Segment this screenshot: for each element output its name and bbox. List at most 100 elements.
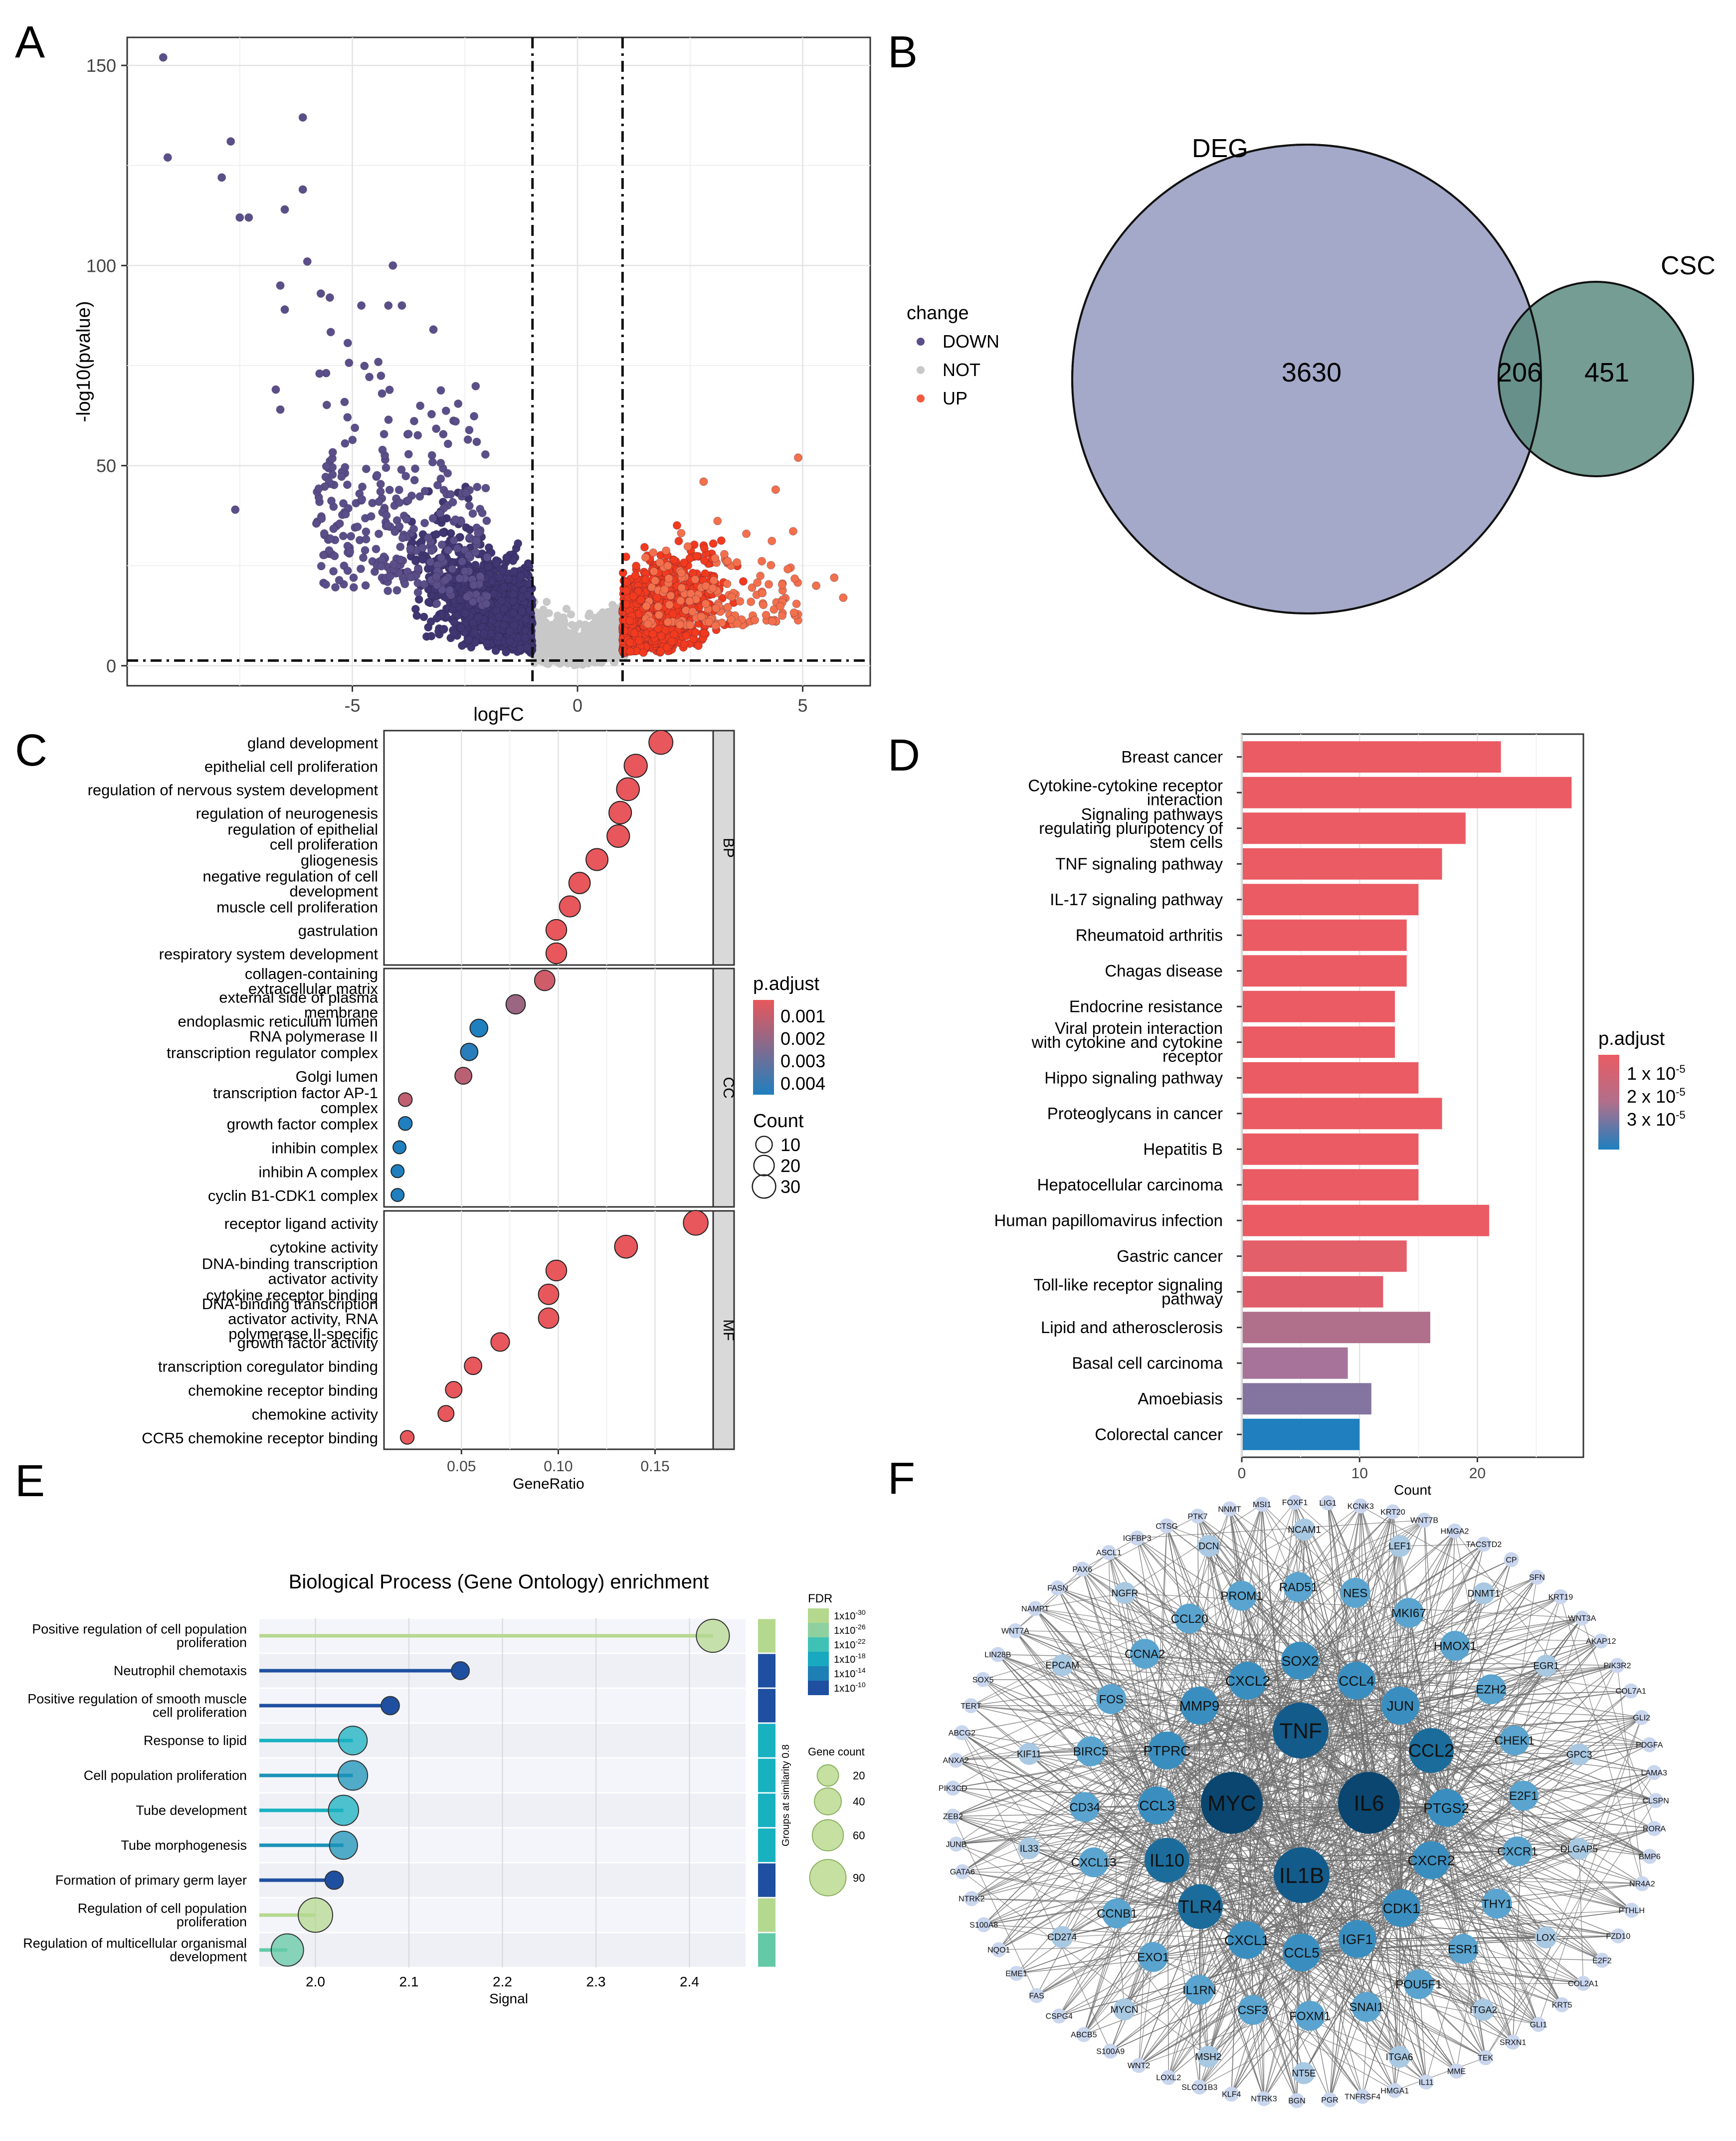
term-label: inhibin A complex [258, 1163, 378, 1180]
x-tick-label: 5 [798, 695, 808, 716]
data-point [655, 558, 664, 567]
group-cell [758, 1654, 775, 1688]
data-point [402, 515, 411, 524]
data-point [535, 651, 544, 660]
data-point [625, 616, 634, 625]
term-label: Tube development [136, 1803, 247, 1818]
data-point [682, 631, 691, 640]
data-point [385, 386, 394, 394]
term-dot [608, 800, 632, 825]
term-dot [464, 1357, 482, 1375]
data-point [709, 576, 718, 585]
legend-label: 20 [780, 1156, 800, 1176]
legend-label: 1x10-18 [834, 1652, 866, 1665]
bar [1243, 1098, 1442, 1130]
data-point [651, 576, 660, 585]
data-point [439, 625, 448, 634]
term-label: Positive regulation of cell population pr… [32, 1622, 247, 1650]
count-swatch [809, 1859, 847, 1897]
data-point [794, 453, 803, 462]
data-point [276, 281, 285, 290]
x-tick-label: 2.2 [493, 1974, 512, 1989]
chart-title: Biological Process (Gene Ontology) enric… [289, 1571, 709, 1593]
data-point [712, 604, 721, 613]
data-point [482, 599, 491, 608]
data-point [584, 649, 592, 657]
term-dot [445, 1381, 463, 1398]
data-point [505, 627, 514, 636]
data-point [343, 566, 352, 575]
data-point [446, 490, 455, 499]
data-point [448, 565, 457, 574]
data-point [443, 469, 452, 478]
data-point [377, 562, 386, 571]
data-point [471, 382, 480, 390]
panel-label-d: D [888, 731, 920, 780]
data-point [439, 430, 448, 439]
legend-title: change [907, 303, 969, 324]
data-point [462, 488, 471, 497]
data-point [783, 565, 792, 574]
data-point [345, 359, 354, 367]
data-point [700, 629, 709, 638]
color-bar [753, 1000, 774, 1095]
data-point [435, 509, 444, 518]
legend-title: Gene count [808, 1746, 865, 1758]
data-point [409, 416, 418, 425]
data-point [568, 637, 577, 645]
data-point [753, 578, 762, 587]
data-point [660, 585, 669, 594]
count-swatch [814, 1787, 842, 1815]
data-point [723, 557, 732, 566]
data-point [396, 543, 405, 551]
data-point [353, 522, 362, 531]
data-point [839, 593, 848, 602]
data-point [482, 639, 491, 648]
data-point [382, 511, 391, 520]
data-point [492, 559, 501, 568]
data-point [502, 648, 511, 657]
data-point [343, 339, 352, 348]
term-label: Golgi lumen [296, 1068, 378, 1085]
data-point [472, 537, 481, 546]
data-point [349, 583, 358, 592]
legend-label: 0.001 [780, 1006, 825, 1026]
term-label: Positive regulation of smooth muscle cell… [27, 1692, 247, 1720]
data-point [474, 529, 482, 538]
data-point [244, 213, 253, 222]
data-point [538, 614, 546, 622]
data-point [635, 636, 644, 645]
data-point [481, 484, 490, 493]
data-point [554, 611, 562, 620]
facet-label: BP [720, 838, 737, 858]
term-label: DNA-binding transcription activator activ… [202, 1255, 379, 1288]
legend-label: 1x10-30 [834, 1608, 866, 1622]
data-point [356, 565, 365, 574]
data-point [329, 567, 338, 576]
lollipop-head [337, 1760, 369, 1791]
facet-frame [383, 1210, 714, 1450]
data-point [444, 546, 452, 555]
data-point [538, 608, 547, 617]
data-point [436, 386, 445, 395]
data-point [280, 305, 289, 314]
data-point [622, 578, 631, 586]
data-point [711, 621, 720, 630]
data-point [420, 580, 429, 589]
data-point [359, 553, 368, 562]
y-tick-label: 0 [106, 656, 116, 676]
data-point [663, 617, 672, 626]
data-point [418, 555, 427, 564]
data-point [676, 596, 685, 605]
data-point [776, 602, 785, 611]
lollipop-head [328, 1794, 359, 1826]
category-label: Lipid and atherosclerosis [1041, 1318, 1223, 1337]
data-point [445, 586, 454, 594]
facet-frame [383, 968, 714, 1208]
data-point [420, 519, 429, 528]
data-point [733, 619, 742, 628]
category-label: TNF signaling pathway [1055, 854, 1223, 873]
legend-label: 20 [853, 1769, 865, 1782]
